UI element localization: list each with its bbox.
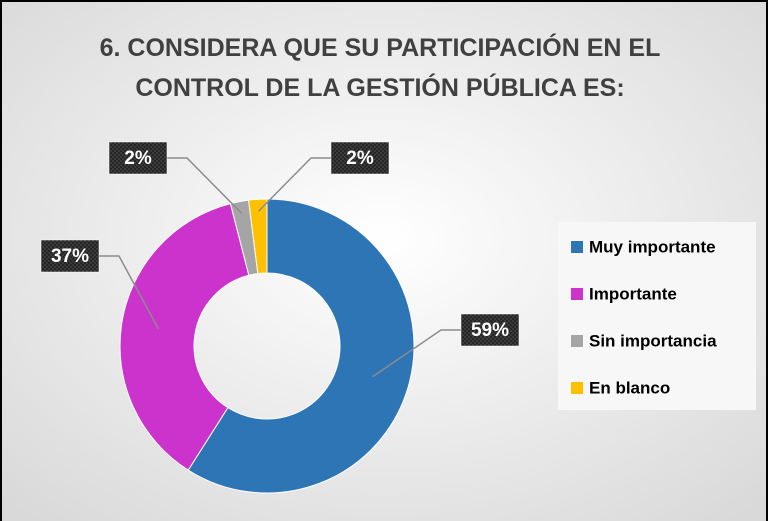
data-label-box <box>108 141 168 175</box>
legend-swatch <box>571 335 583 347</box>
legend-swatch <box>571 241 583 253</box>
leader-line <box>372 329 461 378</box>
legend-label: Sin importancia <box>589 331 717 350</box>
data-label: 37% <box>51 246 89 267</box>
chart-title: 6. CONSIDERA QUE SU PARTICIPACIÓN EN EL … <box>99 34 661 102</box>
legend-swatch <box>571 288 583 300</box>
legend-box <box>558 222 756 410</box>
donut-slice <box>119 203 250 471</box>
donut-slice <box>248 198 268 275</box>
legend-label: Importante <box>589 284 677 303</box>
data-label-box <box>40 239 100 273</box>
leader-line <box>167 157 243 214</box>
data-label: 2% <box>124 148 152 169</box>
donut-slice <box>187 198 415 494</box>
leader-line <box>99 255 160 330</box>
data-label: 59% <box>471 320 509 341</box>
data-label-box <box>330 141 390 175</box>
data-label: 2% <box>346 148 374 169</box>
legend-label: Muy importante <box>589 237 716 256</box>
leader-line <box>257 157 331 212</box>
legend-label: En blanco <box>589 378 670 397</box>
data-label-box <box>460 313 520 347</box>
legend-swatch <box>571 382 583 394</box>
